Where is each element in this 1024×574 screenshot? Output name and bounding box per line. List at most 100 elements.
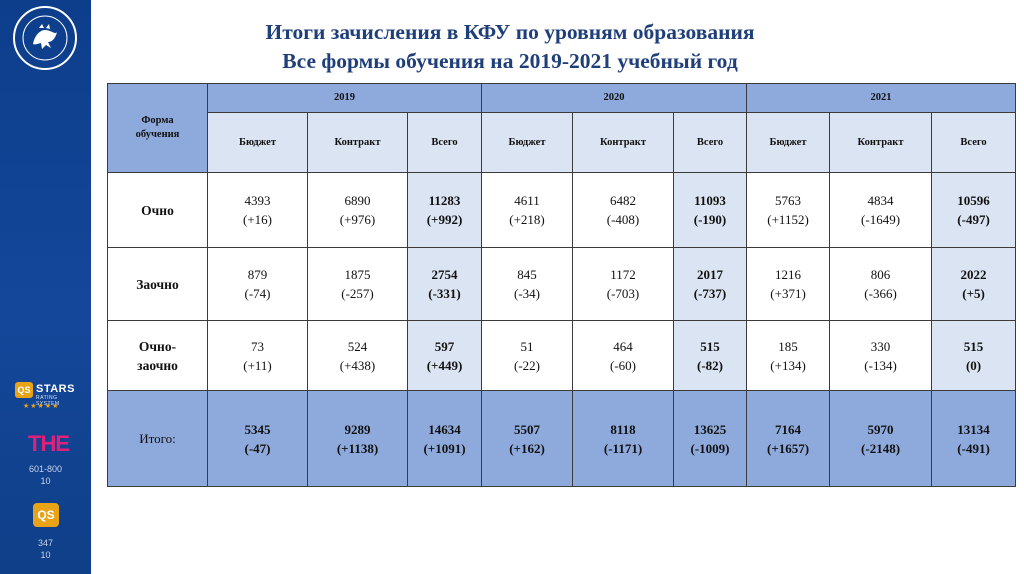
table-cell: 4611 (+218) <box>481 172 574 248</box>
subheader-budget: Бюджет <box>207 112 308 173</box>
table-cell: 879 (-74) <box>207 247 308 321</box>
subheader-budget: Бюджет <box>746 112 831 173</box>
table-cell: 4834 (-1649) <box>829 172 933 248</box>
table-row: Очно 4393 (+16) 6890 (+976) 11283 (+992) 46… <box>107 172 1017 248</box>
cell-value: 8118 <box>610 421 636 437</box>
row-label-line-2: заочно <box>137 357 178 373</box>
corner-label-line-2: обучения <box>135 129 180 140</box>
cell-change: (+16) <box>243 212 272 227</box>
table-cell: 524 (+438) <box>307 320 408 391</box>
total-row-label: Итого: <box>107 390 208 487</box>
cell-change: (+1152) <box>767 212 809 227</box>
table-cell: 5763 (+1152) <box>746 172 831 248</box>
cell-change: (-134) <box>864 357 897 373</box>
qs-stars-badge: QS STARS RATING SYSTEM ★★★★★ <box>15 382 77 414</box>
table-cell-total: 597 (+449) <box>406 320 483 391</box>
cell-value: 806 <box>870 267 891 282</box>
total-cell: 5345 (-47) <box>207 390 308 487</box>
total-cell: 7164 (+1657) <box>746 390 831 487</box>
cell-value: 524 <box>347 338 368 354</box>
cell-change: (-497) <box>957 212 990 227</box>
cell-value: 2022 <box>960 267 987 282</box>
cell-value: 4834 <box>867 193 894 208</box>
cell-change: (+438) <box>339 357 376 373</box>
cell-change: (+1091) <box>423 440 466 456</box>
total-cell: 9289 (+1138) <box>307 390 408 487</box>
cell-change: (-703) <box>606 286 640 301</box>
cell-change: (+976) <box>339 212 376 227</box>
year-header-2020: 2020 <box>481 83 748 113</box>
table-cell-total: 2022 (+5) <box>931 247 1017 321</box>
table-cell: 845 (-34) <box>481 247 574 321</box>
star-rating-icon: ★★★★★ <box>23 403 60 410</box>
subheader-total: Всего <box>931 112 1017 173</box>
cell-change: (+162) <box>509 440 545 456</box>
stars-subtitle: RATING SYSTEM <box>36 395 60 407</box>
table-cell-total: 515 (0) <box>931 320 1017 391</box>
cell-change: (-408) <box>606 212 640 227</box>
cell-value: 11283 <box>428 193 461 208</box>
year-header-2019: 2019 <box>206 83 483 113</box>
cell-value: 597 <box>434 338 455 354</box>
row-label-line-1: Заочно <box>136 276 179 292</box>
total-cell: 8118 (-1171) <box>572 390 675 487</box>
title-line-1: Итоги зачисления в КФУ по уровням образо… <box>265 20 755 44</box>
row-label-line-1: Очно- <box>138 338 177 354</box>
cell-change: (-331) <box>428 286 461 301</box>
row-label: Заочно <box>107 247 208 321</box>
cell-value: 2754 <box>431 267 458 282</box>
cell-value: 464 <box>613 338 633 354</box>
table-cell: 464 (-60) <box>572 320 675 391</box>
cell-value: 6482 <box>610 193 637 208</box>
subheader-contract: Контракт <box>829 112 933 173</box>
row-label: Очно <box>107 172 208 248</box>
table-cell-total: 10596 (-497) <box>931 172 1017 248</box>
table-cell-total: 11283 (+992) <box>406 172 483 248</box>
table-row: Очно- заочно 73 (+11) 524 (+438) 597 (+449)… <box>107 320 1017 391</box>
cell-value: 1172 <box>610 267 636 282</box>
the-ranking-logo: THE <box>28 431 70 456</box>
cell-change: (-190) <box>693 212 727 227</box>
cell-value: 13625 <box>693 421 727 437</box>
cell-value: 515 <box>963 338 984 354</box>
table-cell: 1216 (+371) <box>746 247 831 321</box>
stars-title: STARS <box>36 383 75 395</box>
cell-change: (+1657) <box>766 440 810 456</box>
table-cell: 1875 (-257) <box>307 247 408 321</box>
cell-value: 13134 <box>957 421 990 437</box>
cell-value: 185 <box>778 338 798 354</box>
cell-change: (+218) <box>509 212 545 227</box>
cell-value: 4611 <box>514 193 540 208</box>
subheader-budget: Бюджет <box>481 112 574 173</box>
cell-change: (+134) <box>770 357 806 373</box>
page-title: Итоги зачисления в КФУ по уровням образо… <box>150 18 870 76</box>
qs-ranking-logo: QS <box>33 503 59 527</box>
cell-change: (-257) <box>341 286 374 301</box>
total-cell: 5507 (+162) <box>481 390 574 487</box>
cell-value: 9289 <box>344 421 371 437</box>
cell-value: 879 <box>247 267 268 282</box>
the-rank-sub: 10 <box>40 476 51 486</box>
table-cell-total: 2754 (-331) <box>406 247 483 321</box>
subheader-contract: Контракт <box>307 112 408 173</box>
cell-change: (+371) <box>770 286 806 301</box>
cell-value: 14634 <box>428 421 461 437</box>
table-cell: 73 (+11) <box>207 320 308 391</box>
total-cell: 14634 (+1091) <box>406 390 483 487</box>
cell-value: 845 <box>517 267 537 282</box>
total-row: Итого: 5345 (-47) 9289 (+1138) 14634 (+1091… <box>107 390 1017 487</box>
cell-value: 6890 <box>344 193 371 208</box>
corner-label-line-1: Форма <box>141 115 174 126</box>
cell-value: 5507 <box>514 421 541 437</box>
table-cell: 6482 (-408) <box>572 172 675 248</box>
enrollment-table: Форма обучения 2019 2020 2021 Бюджет Кон… <box>107 83 1017 487</box>
cell-value: 10596 <box>957 193 990 208</box>
cell-value: 51 <box>520 338 534 354</box>
cell-value: 5970 <box>867 421 894 437</box>
cell-value: 1216 <box>775 267 802 282</box>
row-label-line-1: Очно <box>141 202 174 218</box>
table-cell: 330 (-134) <box>829 320 933 391</box>
subheader-contract: Контракт <box>572 112 675 173</box>
total-cell: 13134 (-491) <box>931 390 1017 487</box>
table-cell: 1172 (-703) <box>572 247 675 321</box>
